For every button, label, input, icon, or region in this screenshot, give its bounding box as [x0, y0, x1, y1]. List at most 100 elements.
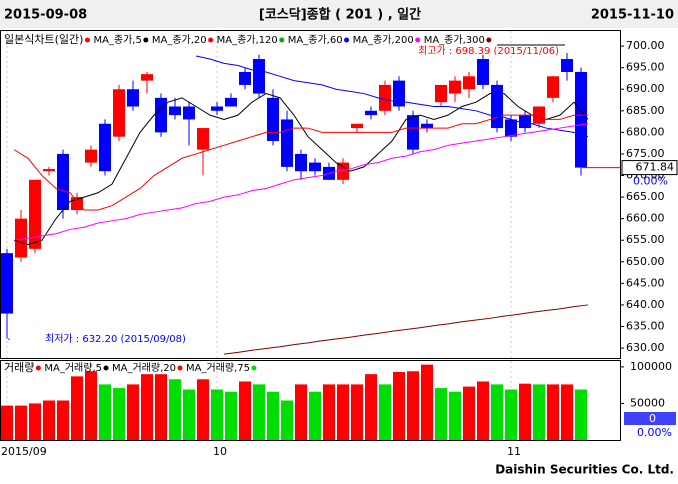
legend-marker	[35, 365, 41, 371]
candle-body	[533, 106, 545, 124]
volume-bar	[155, 374, 167, 440]
volume-legend-label: MA_거래량,75	[186, 362, 250, 374]
y-tick-label: 655.00	[626, 233, 665, 246]
volume-bar	[421, 364, 433, 440]
legend-marker	[415, 37, 421, 43]
candle-body	[309, 162, 321, 172]
legend-marker	[251, 365, 257, 371]
candle-body	[295, 153, 307, 172]
volume-bar	[533, 384, 545, 440]
legend-label: MA_종가,60	[288, 34, 343, 46]
y-tick-label: 660.00	[626, 212, 665, 225]
candle-body	[1, 253, 13, 314]
volume-bar	[43, 400, 55, 440]
candle-body	[155, 97, 167, 133]
volume-bar	[519, 383, 531, 440]
candle-body	[99, 123, 111, 172]
volume-bar	[463, 386, 475, 440]
volume-bar	[491, 384, 503, 440]
volume-bar	[351, 384, 363, 440]
high-annotation: 최고가 : 698.39 (2015/11/06)	[418, 45, 559, 57]
legend-marker	[103, 365, 109, 371]
legend-marker	[208, 37, 214, 43]
volume-bar	[561, 384, 573, 440]
candle-body	[225, 97, 237, 107]
volume-tick-label: 50000	[630, 396, 665, 409]
candle-body	[491, 84, 503, 129]
volume-bar	[379, 384, 391, 440]
candle-body	[281, 119, 293, 167]
y-tick-label: 645.00	[626, 276, 665, 289]
candle-body	[379, 84, 391, 111]
volume-bar	[477, 381, 489, 440]
end-date: 2015-11-10	[591, 8, 674, 23]
y-tick-label: 700.00	[626, 39, 665, 52]
volume-bar	[1, 405, 13, 440]
chart-title: [코스닥]종합 ( 201 ) , 일간	[259, 7, 421, 23]
ma-line	[195, 55, 589, 138]
candle-body	[351, 123, 363, 129]
candle-body	[547, 76, 559, 98]
volume-bar	[211, 389, 223, 440]
y-tick-label: 630.00	[626, 341, 665, 354]
volume-bar	[365, 374, 377, 440]
y-tick-label: 640.00	[626, 298, 665, 311]
legend-label: MA_종가,300	[424, 34, 485, 46]
legend-label: MA_종가,120	[217, 34, 278, 46]
ma-line	[223, 304, 589, 355]
volume-bar	[449, 391, 461, 440]
candle-body	[421, 123, 433, 129]
candle-body	[141, 74, 153, 81]
volume-bar	[547, 384, 559, 440]
candle-body	[519, 115, 531, 129]
footer: Daishin Securities Co. Ltd.	[495, 463, 674, 477]
x-tick-label: 11	[507, 445, 521, 458]
candle-body	[505, 119, 517, 137]
y-tick-label: 690.00	[626, 82, 665, 95]
candle-body	[253, 59, 265, 94]
volume-legend-label: MA_거래량,5	[44, 362, 102, 374]
candle-body	[127, 89, 139, 107]
volume-bar	[575, 389, 587, 440]
volume-bar	[15, 405, 27, 440]
volume-bar	[323, 384, 335, 440]
volume-bar	[127, 384, 139, 440]
ma-line	[13, 114, 588, 211]
legend-marker	[177, 365, 183, 371]
candle-body	[407, 115, 419, 150]
legend-marker	[279, 37, 285, 43]
candle-body	[463, 76, 475, 90]
candle-body	[183, 106, 195, 120]
volume-bar	[71, 376, 83, 440]
volume-panel	[0, 360, 621, 441]
y-tick-label: 680.00	[626, 125, 665, 138]
volume-bar	[141, 374, 153, 440]
volume-bar	[407, 371, 419, 440]
volume-legend-label: MA_거래량,20	[112, 362, 176, 374]
y-tick-label: 635.00	[626, 320, 665, 333]
candle-body	[365, 110, 377, 116]
volume-bar	[435, 388, 447, 440]
candle-body	[197, 128, 209, 150]
candle-body	[477, 59, 489, 85]
header-bar	[0, 0, 678, 28]
y-tick-label: 675.00	[626, 147, 665, 160]
volume-bar	[225, 391, 237, 440]
y-tick-label: 685.00	[626, 104, 665, 117]
candle-body	[561, 59, 573, 72]
candle-body	[211, 106, 223, 111]
last-price: 671.84	[636, 161, 675, 174]
volume-bar	[267, 391, 279, 440]
candle-body	[85, 149, 97, 163]
legend-marker	[486, 37, 492, 43]
candle-body	[435, 84, 447, 103]
candle-body	[393, 80, 405, 107]
legend-marker	[84, 37, 90, 43]
volume-bar	[113, 388, 125, 440]
legend-marker	[143, 37, 149, 43]
y-tick-label: 695.00	[626, 61, 665, 74]
ma-line	[13, 123, 589, 241]
volume-bar	[99, 384, 111, 440]
candle-body	[337, 162, 349, 180]
candle-body	[169, 106, 181, 116]
